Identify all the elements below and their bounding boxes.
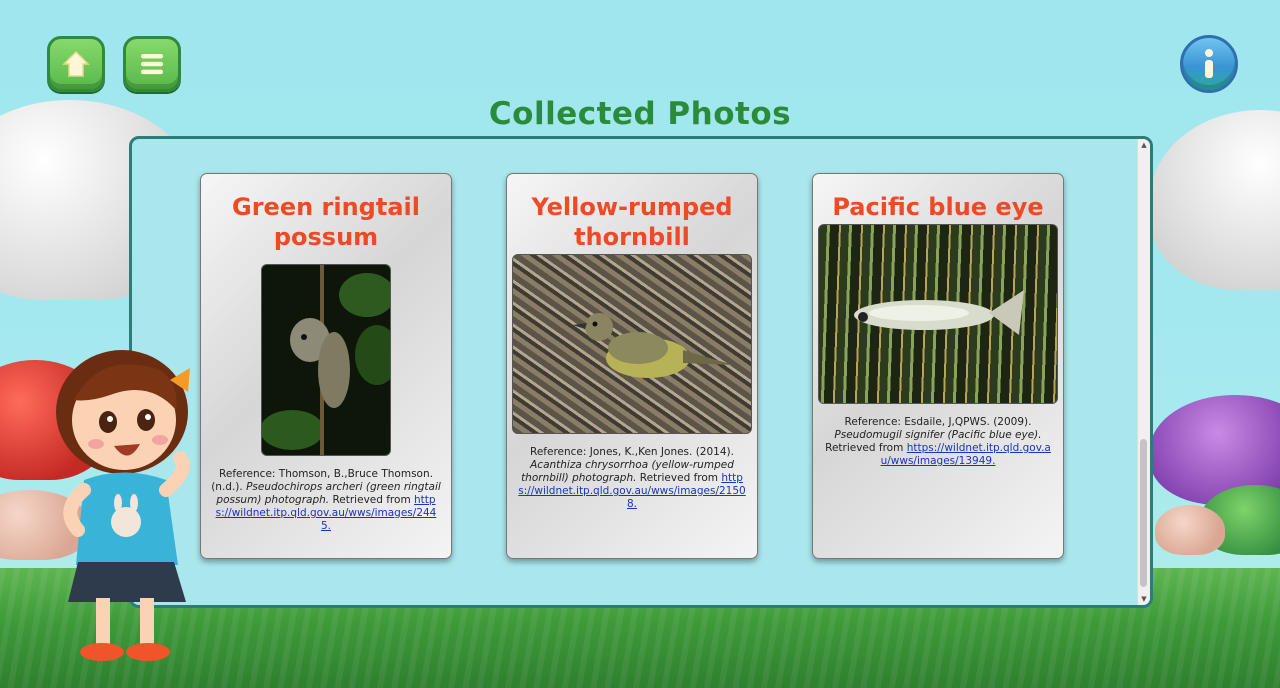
scroll-thumb[interactable] <box>1140 439 1147 587</box>
home-icon <box>62 50 90 77</box>
card-title: Green ringtail possum <box>232 193 420 251</box>
card-reference: Reference: Esdaile, J,QPWS. (2009). Pseu… <box>823 416 1053 468</box>
reference-retrieved: Retrieved from <box>332 494 411 506</box>
possum-photo <box>261 264 391 456</box>
photo-card: Pacific blue eye Reference: Esdaile, J,Q… <box>812 173 1064 559</box>
reference-retrieved: Retrieved from <box>825 442 904 454</box>
reference-author: Reference: Thomson, B.,Bruce Thomson. (n… <box>211 468 433 493</box>
reference-author: Reference: Jones, K.,Ken Jones. (2014). <box>530 446 734 458</box>
girl-mascot <box>56 350 190 661</box>
card-title: Pacific blue eye <box>832 193 1044 221</box>
reference-link[interactable]: https://wildnet.itp.qld.gov.au/wws/image… <box>215 494 437 532</box>
photo-card: Yellow-rumped thornbill Reference: Jones… <box>506 173 758 559</box>
reference-species: Acanthiza chrysorrhoa (yellow-rumped tho… <box>521 459 734 484</box>
reference-retrieved: Retrieved from <box>639 472 719 484</box>
menu-button[interactable] <box>123 36 181 92</box>
possum-image <box>262 265 390 455</box>
panel-scrollbar[interactable]: ▲ ▼ <box>1137 139 1150 605</box>
info-button[interactable] <box>1180 35 1238 93</box>
reference-link[interactable]: https://wildnet.itp.qld.gov.au/wws/image… <box>518 472 746 510</box>
hamburger-menu-icon <box>141 54 163 75</box>
thornbill-image <box>573 313 733 378</box>
mushroom-right-big <box>1150 110 1280 290</box>
card-title: Yellow-rumped thornbill <box>531 193 733 251</box>
page-title: Collected Photos <box>488 96 792 132</box>
reference-species: Pseudomugil signifer (Pacific blue eye). <box>834 429 1042 441</box>
reference-link[interactable]: https://wildnet.itp.qld.gov.au/wws/image… <box>880 442 1051 467</box>
photo-card: Green ringtail possum Reference: Thomson… <box>200 173 452 559</box>
reference-species: Pseudochirops archeri (green ringtail po… <box>216 481 441 506</box>
fish-image <box>854 290 1024 335</box>
thornbill-photo <box>512 254 752 434</box>
card-reference: Reference: Thomson, B.,Bruce Thomson. (n… <box>211 468 441 533</box>
photos-panel[interactable]: Green ringtail possum Reference: Thomson… <box>129 136 1153 608</box>
scroll-down-arrow-icon[interactable]: ▼ <box>1141 595 1147 603</box>
scroll-up-arrow-icon[interactable]: ▲ <box>1141 141 1147 149</box>
mushroom-right-pink <box>1155 505 1225 555</box>
blue-eye-photo <box>818 224 1058 404</box>
home-button[interactable] <box>47 36 105 92</box>
info-icon <box>1205 49 1213 78</box>
reference-author: Reference: Esdaile, J,QPWS. (2009). <box>844 416 1032 428</box>
card-reference: Reference: Jones, K.,Ken Jones. (2014). … <box>517 446 747 511</box>
